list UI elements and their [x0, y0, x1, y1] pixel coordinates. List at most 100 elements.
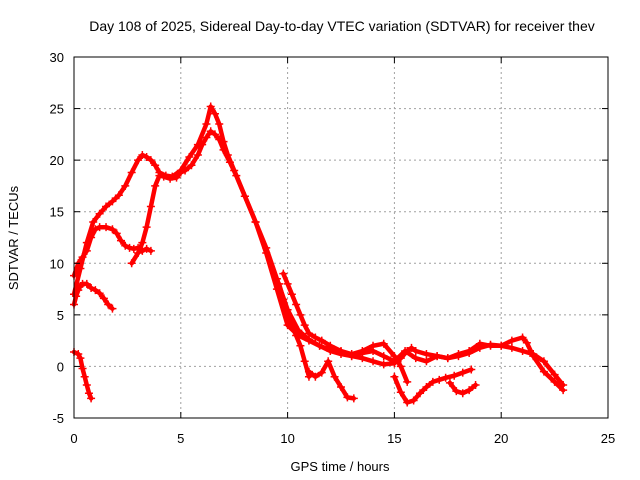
x-tick-label: 10	[280, 431, 294, 446]
data-point	[559, 380, 568, 389]
data-point	[358, 346, 367, 355]
data-point	[134, 156, 143, 165]
data-point	[304, 329, 313, 338]
data-point	[251, 218, 260, 227]
data-point	[155, 171, 164, 180]
data-point	[108, 225, 117, 234]
y-tick-label: -5	[52, 411, 64, 426]
data-point	[347, 350, 356, 359]
data-point	[287, 321, 296, 330]
data-point	[539, 357, 548, 366]
data-point	[403, 346, 412, 355]
data-point	[518, 346, 527, 355]
data-point	[486, 340, 495, 349]
data-point	[337, 346, 345, 355]
data-point	[522, 338, 531, 347]
data-point	[232, 171, 241, 180]
data-point	[550, 377, 559, 386]
data-point	[202, 133, 211, 142]
data-point	[138, 238, 147, 247]
axis-ticks: 0 5 10 15 20 25 -5 0 5 10 15 20 25 30	[50, 50, 616, 446]
data-point	[80, 372, 89, 381]
data-point	[428, 377, 437, 386]
data-point	[215, 135, 224, 144]
data-point	[443, 354, 452, 363]
data-point	[185, 153, 194, 162]
data-point	[467, 365, 476, 374]
data-point	[441, 373, 450, 382]
data-point	[379, 360, 388, 369]
data-point	[337, 383, 345, 392]
series-trace	[129, 129, 566, 388]
data-point	[343, 393, 352, 402]
data-point	[225, 158, 234, 167]
data-point	[125, 243, 134, 252]
data-point	[166, 174, 175, 183]
data-point	[452, 387, 461, 396]
y-tick-label: 5	[57, 308, 64, 323]
data-point	[403, 377, 412, 386]
data-point	[311, 333, 320, 342]
data-point	[411, 354, 420, 363]
x-tick-label: 20	[494, 431, 508, 446]
data-point	[475, 343, 484, 352]
data-point	[78, 364, 87, 373]
data-point	[330, 372, 339, 381]
data-point	[433, 352, 442, 361]
data-point	[422, 383, 431, 392]
data-point	[465, 349, 474, 358]
data-point	[518, 333, 527, 342]
data-point	[311, 372, 320, 381]
data-point	[279, 269, 288, 278]
data-point	[304, 367, 313, 376]
data-point	[407, 343, 416, 352]
data-point	[396, 362, 405, 371]
series-arc7	[275, 279, 313, 381]
data-point	[287, 290, 296, 299]
data-point	[91, 286, 100, 295]
data-point	[379, 339, 388, 348]
data-point	[102, 223, 111, 232]
data-point	[134, 248, 143, 257]
series-arc8	[304, 357, 358, 403]
data-point	[422, 357, 431, 366]
y-axis-label: SDTVAR / TECUs	[6, 185, 21, 290]
data-point	[369, 357, 378, 366]
plot-frame	[73, 56, 609, 419]
data-point	[76, 354, 85, 363]
series-arc1	[70, 347, 96, 403]
data-point	[507, 343, 516, 352]
data-point	[300, 357, 309, 366]
data-point	[369, 341, 378, 350]
data-point	[142, 153, 151, 162]
data-point	[300, 321, 309, 330]
data-point	[445, 378, 454, 387]
data-point	[142, 223, 151, 232]
data-point	[202, 120, 211, 129]
x-tick-label: 0	[70, 431, 77, 446]
grid-lines	[74, 57, 608, 418]
data-point	[89, 218, 98, 227]
y-tick-label: 20	[50, 153, 64, 168]
data-point	[550, 370, 559, 379]
data-point	[146, 202, 155, 211]
data-point	[82, 238, 91, 247]
series-arc6	[279, 269, 412, 386]
data-point	[159, 172, 168, 181]
data-point	[458, 368, 467, 377]
data-point	[497, 341, 506, 350]
data-point	[358, 354, 367, 363]
data-point	[275, 279, 284, 288]
data-point	[296, 341, 305, 350]
data-point	[262, 243, 271, 252]
data-point	[142, 244, 151, 253]
data-point	[416, 389, 425, 398]
data-point	[87, 284, 96, 293]
chart-title: Day 108 of 2025, Sidereal Day-to-day VTE…	[89, 18, 595, 34]
data-point	[324, 357, 333, 366]
data-point	[206, 102, 215, 111]
data-point	[539, 367, 548, 376]
data-point	[458, 389, 467, 398]
data-point	[435, 375, 444, 384]
